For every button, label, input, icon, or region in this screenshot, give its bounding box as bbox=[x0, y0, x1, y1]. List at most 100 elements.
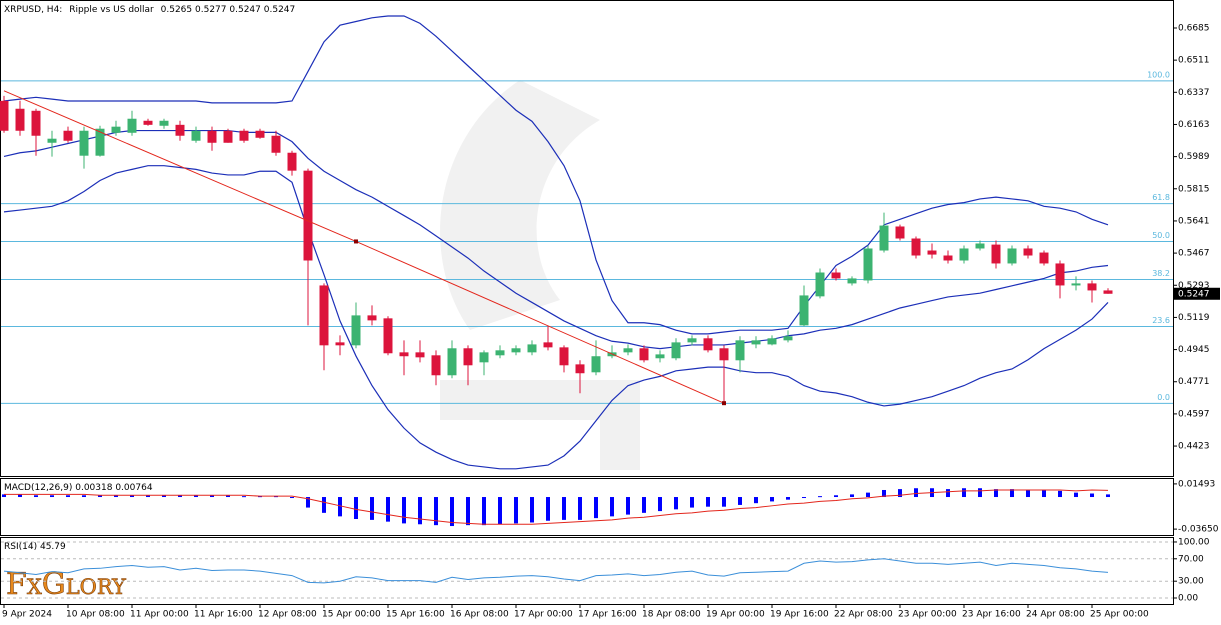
candle-body bbox=[111, 126, 121, 133]
candle-body bbox=[975, 243, 985, 249]
candle-body bbox=[799, 295, 809, 326]
signal-readout: 0.00764 bbox=[115, 483, 152, 493]
y-tick-label: 0.00 bbox=[1178, 594, 1198, 604]
macd-bar bbox=[546, 497, 550, 521]
macd-bar bbox=[594, 497, 598, 519]
macd-bar bbox=[370, 497, 374, 520]
candle-body bbox=[895, 226, 905, 239]
candle-body bbox=[15, 108, 25, 131]
candle-body bbox=[927, 250, 937, 255]
macd-bar bbox=[498, 497, 502, 525]
candle-body bbox=[303, 170, 313, 261]
last-price-box bbox=[1174, 287, 1220, 300]
candle-body bbox=[943, 255, 953, 261]
candle-body bbox=[991, 244, 1001, 264]
y-tick-label: 0.4945 bbox=[1178, 345, 1210, 355]
x-tick-label: 19 Apr 16:00 bbox=[770, 610, 829, 620]
candle-body bbox=[383, 318, 393, 354]
candle-body bbox=[879, 225, 889, 251]
candle-body bbox=[0, 100, 9, 131]
candle-body bbox=[335, 342, 345, 346]
macd-bar bbox=[178, 495, 182, 498]
macd-bar bbox=[946, 489, 950, 498]
candle-body bbox=[671, 342, 681, 359]
macd-bar bbox=[1074, 492, 1078, 498]
candle-body bbox=[47, 138, 57, 143]
macd-bar bbox=[194, 495, 198, 498]
candle-body bbox=[703, 338, 713, 351]
macd-bar bbox=[610, 497, 614, 517]
candle-body bbox=[623, 348, 633, 353]
macd-bar bbox=[898, 489, 902, 498]
fib-label: 23.6 bbox=[1152, 316, 1170, 325]
macd-label: MACD(12,26,9) 0.00318 0.00764 bbox=[4, 483, 153, 493]
macd-bar bbox=[562, 497, 566, 520]
macd-bar bbox=[434, 497, 438, 526]
y-tick-label: 0.5641 bbox=[1178, 216, 1210, 226]
fib-label: 100.0 bbox=[1147, 70, 1170, 79]
ohlc-open: 0.5265 bbox=[161, 5, 193, 15]
trendline-anchor bbox=[354, 239, 358, 244]
x-tick-label: 11 Apr 16:00 bbox=[194, 610, 253, 620]
y-tick-label: 0.4597 bbox=[1178, 409, 1210, 419]
macd-bar bbox=[18, 494, 22, 498]
candle-body bbox=[287, 152, 297, 171]
macd-bar bbox=[306, 497, 310, 508]
macd-bar bbox=[994, 489, 998, 498]
indicator-name: MACD(12,26,9) bbox=[4, 483, 72, 493]
x-tick-label: 23 Apr 00:00 bbox=[898, 610, 957, 620]
candle-body bbox=[143, 120, 153, 125]
macd-bar bbox=[50, 495, 54, 498]
rsi-frame bbox=[0, 537, 1174, 605]
candle-body bbox=[527, 344, 537, 353]
candle-body bbox=[447, 348, 457, 376]
macd-bar bbox=[674, 497, 678, 510]
y-tick-label: 0.5989 bbox=[1178, 152, 1210, 162]
macd-bar bbox=[882, 489, 886, 498]
candle-body bbox=[1007, 248, 1017, 264]
macd-bar bbox=[114, 495, 118, 498]
x-tick-label: 24 Apr 08:00 bbox=[1026, 610, 1085, 620]
candle-body bbox=[319, 285, 329, 346]
macd-bar bbox=[866, 492, 870, 498]
candle-body bbox=[431, 355, 441, 376]
macd-bar bbox=[98, 495, 102, 498]
description: Ripple vs US dollar bbox=[69, 5, 154, 15]
macd-bar bbox=[578, 497, 582, 520]
macd-bar bbox=[354, 497, 358, 519]
candle-body bbox=[767, 338, 777, 345]
ohlc-close: 0.5247 bbox=[264, 5, 296, 15]
macd-bar bbox=[466, 497, 470, 526]
macd-bar bbox=[1106, 494, 1110, 498]
bollinger-lower bbox=[3, 165, 1109, 470]
trendline-anchor bbox=[722, 401, 726, 406]
fib-label: 0.0 bbox=[1157, 393, 1170, 402]
y-tick-label: 0.6337 bbox=[1178, 88, 1210, 98]
x-tick-label: 17 Apr 16:00 bbox=[578, 610, 637, 620]
candle-body bbox=[207, 130, 217, 143]
candle-body bbox=[79, 130, 89, 156]
y-tick-label: 0.5815 bbox=[1178, 184, 1210, 194]
macd-bar bbox=[738, 497, 742, 505]
macd-bar bbox=[626, 497, 630, 515]
candle-body bbox=[479, 352, 489, 363]
macd-bar bbox=[770, 497, 774, 502]
candle-body bbox=[575, 364, 585, 374]
macd-bar bbox=[450, 497, 454, 527]
macd-bar bbox=[130, 495, 134, 498]
fib-label: 38.2 bbox=[1152, 269, 1170, 278]
macd-bar bbox=[1026, 489, 1030, 498]
macd-bar bbox=[290, 497, 294, 499]
macd-bar bbox=[690, 497, 694, 508]
candle-body bbox=[591, 356, 601, 373]
y-tick-label: 30.00 bbox=[1178, 577, 1204, 587]
candle-body bbox=[847, 278, 857, 284]
macd-bar bbox=[146, 495, 150, 498]
candle-body bbox=[815, 272, 825, 297]
indicator-name: RSI(14) bbox=[4, 542, 37, 552]
macd-bar bbox=[1010, 489, 1014, 498]
y-tick-label: 0.5293 bbox=[1178, 281, 1210, 291]
x-tick-label: 18 Apr 08:00 bbox=[642, 610, 701, 620]
x-tick-label: 15 Apr 16:00 bbox=[386, 610, 445, 620]
